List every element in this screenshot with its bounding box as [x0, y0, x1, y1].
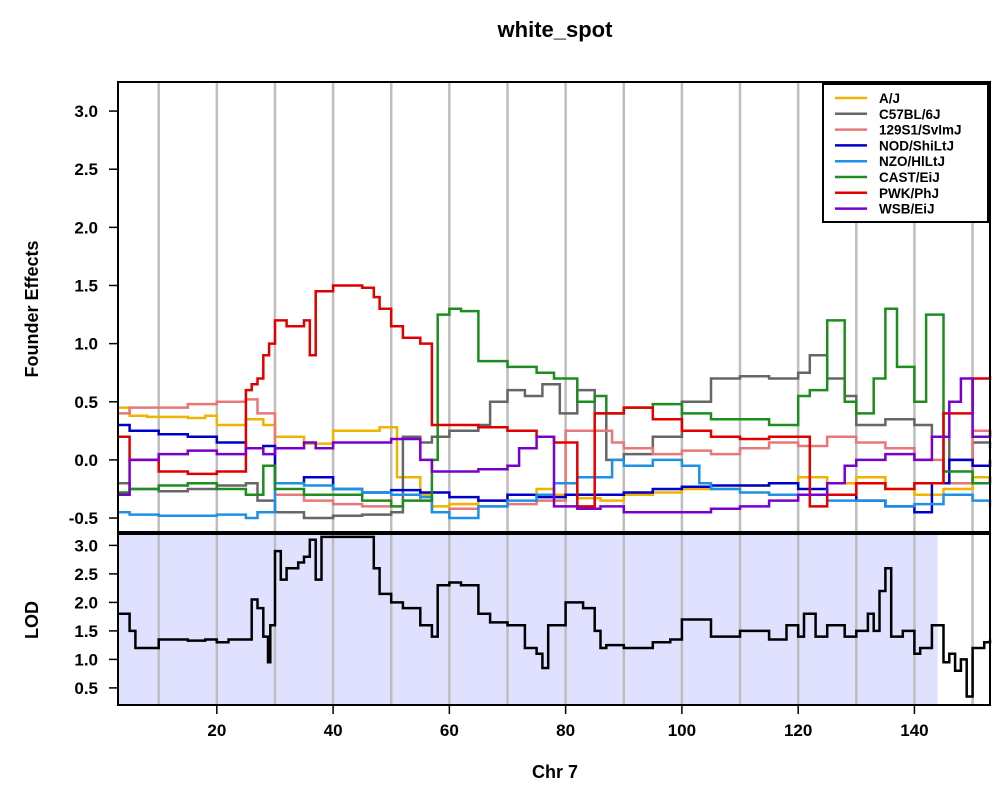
x-tick-label: 100	[668, 721, 696, 740]
x-tick-label: 60	[440, 721, 459, 740]
series-line-pwk-phj	[118, 284, 992, 508]
x-tick-label: 40	[324, 721, 343, 740]
legend-label: PWK/PhJ	[879, 186, 939, 201]
legend: A/JC57BL/6J129S1/SvImJNOD/ShiLtJNZO/HlLt…	[822, 83, 989, 223]
plot-frame	[117, 81, 991, 533]
legend-label: WSB/EiJ	[879, 202, 935, 217]
plot-frame	[117, 533, 991, 706]
x-tick-label: 140	[900, 721, 928, 740]
legend-label: CAST/EiJ	[879, 170, 940, 185]
y-tick-label: 2.0	[74, 593, 98, 612]
x-tick-label: 80	[556, 721, 575, 740]
y-tick-label: -0.5	[69, 509, 98, 528]
legend-label: NOD/ShiLtJ	[879, 138, 954, 153]
x-tick-label: 20	[207, 721, 226, 740]
y-tick-label: 1.5	[74, 622, 98, 641]
y-tick-label: 2.0	[74, 218, 98, 237]
x-tick-label: 120	[784, 721, 812, 740]
y-tick-label: 2.5	[74, 565, 98, 584]
legend-label: 129S1/SvImJ	[879, 123, 962, 138]
shaded-region	[118, 534, 938, 705]
y-tick-label: 1.5	[74, 276, 98, 295]
y-tick-label: 0.5	[74, 679, 98, 698]
x-axis-label: Chr 7	[532, 762, 578, 782]
legend-label: A/J	[879, 91, 900, 106]
chart-title: white_spot	[497, 17, 614, 42]
y-tick-label: 1.0	[74, 335, 98, 354]
y-axis-label-top: Founder Effects	[22, 240, 42, 377]
y-tick-label: 0.5	[74, 393, 98, 412]
lod-panel: 0.5 1.0 1.5 2.0 2.5 3.0 20 40 60 80 100 120 140	[74, 533, 992, 740]
y-axis-label-bottom: LOD	[22, 601, 42, 639]
legend-label: NZO/HlLtJ	[879, 154, 945, 169]
series-line-cast-eij	[118, 307, 992, 508]
series-line-wsb-eij	[118, 377, 992, 514]
series-line-lod	[118, 535, 992, 698]
y-tick-label: 3.0	[74, 102, 98, 121]
legend-label: C57BL/6J	[879, 107, 941, 122]
y-tick-label: 3.0	[74, 536, 98, 555]
y-tick-label: 2.5	[74, 160, 98, 179]
y-tick-label: 0.0	[74, 451, 98, 470]
founder-effects-panel: -0.5 0.0 0.5 1.0 1.5 2.0 2.5 3.0	[69, 81, 992, 533]
legend-box	[822, 83, 989, 223]
y-tick-label: 1.0	[74, 650, 98, 669]
